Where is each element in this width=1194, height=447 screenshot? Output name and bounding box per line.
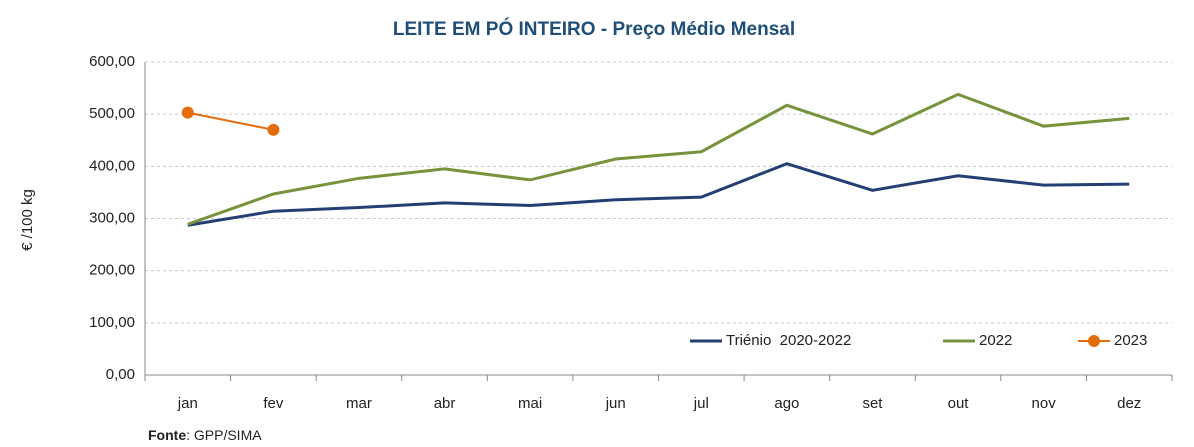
legend-label: Triénio 2020-2022: [726, 332, 851, 349]
x-tick-label: nov: [1032, 395, 1057, 412]
x-tick-label: out: [948, 395, 970, 412]
y-tick-label: 600,00: [89, 53, 135, 70]
source-label: Fonte: [148, 427, 186, 443]
x-tick-label: fev: [263, 395, 284, 412]
source-text: : GPP/SIMA: [186, 427, 262, 443]
y-tick-label: 200,00: [89, 262, 135, 279]
chart-title: LEITE EM PÓ INTEIRO - Preço Médio Mensal: [393, 18, 795, 40]
point-marker: [181, 106, 194, 119]
series-line: [187, 162, 1130, 227]
x-tick-label: mai: [518, 395, 542, 412]
y-tick-label: 100,00: [89, 314, 135, 331]
x-tick-label: jun: [605, 395, 626, 412]
x-tick-label: jan: [177, 395, 198, 412]
y-axis-label: € /100 kg: [19, 189, 36, 251]
legend-marker: [1088, 335, 1100, 347]
x-tick-label: dez: [1117, 395, 1141, 412]
legend-label: 2023: [1114, 332, 1147, 349]
x-tick-label: set: [862, 395, 883, 412]
y-tick-label: 500,00: [89, 105, 135, 122]
x-tick-label: ago: [774, 395, 799, 412]
point-marker: [267, 123, 280, 136]
y-tick-label: 0,00: [106, 366, 135, 383]
legend-label: 2022: [979, 332, 1012, 349]
x-tick-label: abr: [434, 395, 456, 412]
series-line: [187, 92, 1130, 226]
source: Fonte: GPP/SIMA: [148, 427, 262, 443]
series-line: [187, 111, 274, 131]
x-tick-label: mar: [346, 395, 372, 412]
y-tick-label: 300,00: [89, 209, 135, 226]
y-tick-label: 400,00: [89, 157, 135, 174]
x-tick-label: jul: [693, 395, 709, 412]
